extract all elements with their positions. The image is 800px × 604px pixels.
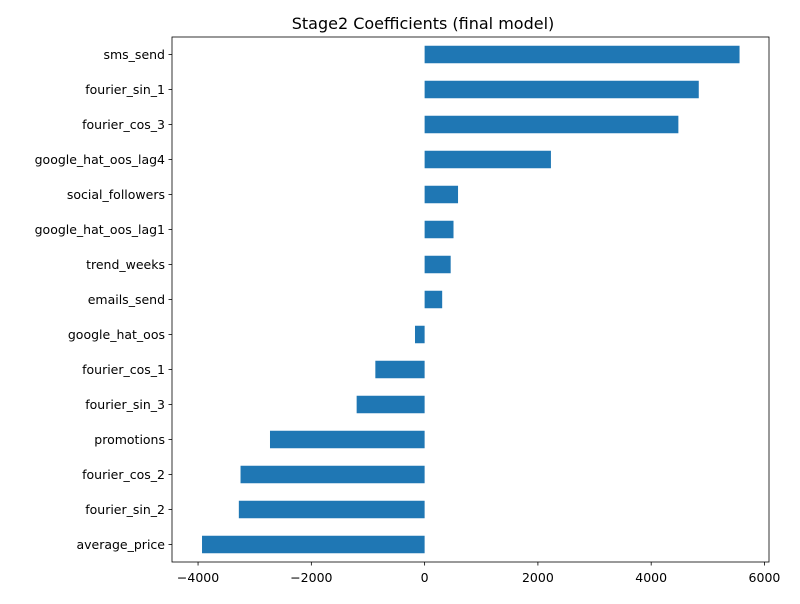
x-tick-label: −4000: [177, 570, 219, 585]
y-tick-label: fourier_cos_2: [82, 467, 165, 482]
bar-fourier-sin-2: [238, 500, 425, 519]
bars-layer: [202, 45, 740, 554]
bar-emails-send: [424, 290, 443, 309]
x-tick-label: −2000: [290, 570, 332, 585]
y-tick-label: social_followers: [67, 187, 165, 202]
y-tick-label: google_hat_oos: [68, 327, 165, 342]
bar-trend-weeks: [424, 255, 451, 274]
bar-social-followers: [424, 185, 459, 204]
y-tick-label: trend_weeks: [86, 257, 165, 272]
y-tick-label: fourier_sin_3: [85, 397, 165, 412]
bar-promotions: [269, 430, 425, 449]
y-tick-label: fourier_sin_1: [85, 82, 165, 97]
chart-title: Stage2 Coefficients (final model): [292, 14, 555, 33]
x-tick-label: 0: [421, 570, 429, 585]
bar-fourier-cos-2: [240, 465, 425, 484]
axes-layer: sms_send fourier_sin_1 fourier_cos_3google…: [35, 36, 781, 585]
x-tick-label: 6000: [749, 570, 781, 585]
x-tick-label: 2000: [522, 570, 554, 585]
y-tick-label: average_price: [76, 537, 165, 552]
bar-fourier-sin-1: [424, 80, 699, 99]
bar-average-price: [202, 535, 425, 554]
y-tick-label: fourier_sin_2: [85, 502, 165, 517]
y-tick-label: promotions: [94, 432, 165, 447]
bar-google-hat-oos: [414, 325, 425, 344]
y-tick-label: google_hat_oos_lag4: [35, 152, 165, 167]
y-tick-label: sms_send: [103, 47, 165, 62]
y-tick-label: google_hat_oos_lag1: [35, 222, 165, 237]
bar-google-hat-oos-lag4: [424, 150, 551, 169]
bar-sms-send: [424, 45, 740, 64]
y-tick-label: fourier_cos_1: [82, 362, 165, 377]
bar-google-hat-oos-lag1: [424, 220, 454, 239]
bar-fourier-cos-1: [375, 360, 425, 379]
y-tick-label: fourier_cos_3: [82, 117, 165, 132]
y-tick-label: emails_send: [88, 292, 165, 307]
bar-fourier-sin-3: [356, 395, 425, 414]
bar-fourier-cos-3: [424, 115, 679, 134]
x-tick-label: 4000: [635, 570, 667, 585]
